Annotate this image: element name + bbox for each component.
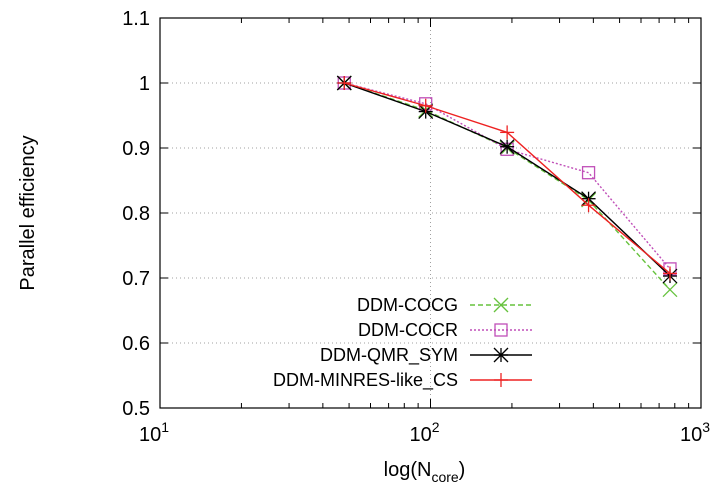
legend-label: DDM-COCG xyxy=(357,295,458,315)
data-point xyxy=(337,76,352,90)
legend-marker xyxy=(494,373,508,387)
data-point xyxy=(499,139,515,155)
y-tick-label: 0.8 xyxy=(122,203,150,225)
x-axis-title-close: ) xyxy=(459,459,466,481)
legend-label: DDM-COCR xyxy=(358,320,458,340)
series-ddm-qmr-sym xyxy=(336,75,678,284)
x-tick-label-exponent: 1 xyxy=(161,419,169,435)
y-tick-label: 0.9 xyxy=(122,138,150,160)
legend-marker xyxy=(494,323,508,337)
data-point xyxy=(581,166,596,180)
legend-label: DDM-QMR_SYM xyxy=(320,345,458,366)
y-tick-label: 0.5 xyxy=(122,398,150,420)
data-point xyxy=(418,98,433,113)
data-point xyxy=(581,198,596,213)
series-ddm-minres-like-cs xyxy=(337,76,677,281)
series-line xyxy=(344,82,671,291)
x-tick-label: 102 xyxy=(409,419,439,446)
grid xyxy=(160,18,701,408)
legend-marker xyxy=(493,347,509,363)
legend-label: DDM-MINRES-like_CS xyxy=(273,370,458,391)
series-line xyxy=(344,82,671,274)
x-axis-title-subscript: core xyxy=(431,469,458,485)
plot-frame xyxy=(159,17,702,409)
x-tick-label: 103 xyxy=(680,419,710,446)
x-tick-label-exponent: 3 xyxy=(702,419,710,435)
data-point xyxy=(500,125,515,140)
legend-entry: DDM-MINRES-like_CS xyxy=(273,370,532,391)
y-tick-label: 1.1 xyxy=(122,8,150,30)
y-tick-label: 0.7 xyxy=(122,268,150,290)
legend-entry: DDM-COCR xyxy=(358,320,532,340)
x-tick-label-exponent: 2 xyxy=(432,419,440,435)
legend-marker xyxy=(493,297,509,313)
legend: DDM-COCG DDM-COCR DDM-QMR_SYM DDM-MINRES-li… xyxy=(273,295,532,391)
y-tick-label: 1 xyxy=(139,73,150,95)
legend-entry: DDM-COCG xyxy=(357,295,532,315)
x-axis-title-main: log(N xyxy=(384,459,432,481)
series-ddm-cocr xyxy=(337,76,677,276)
series-lines xyxy=(336,75,678,298)
x-tick-label-base: 10 xyxy=(409,424,431,446)
data-point xyxy=(662,282,678,298)
series-line xyxy=(344,82,671,277)
legend-entry: DDM-QMR_SYM xyxy=(320,345,532,366)
x-tick-label: 101 xyxy=(139,419,169,446)
x-axis-title: log(Ncore) xyxy=(384,459,466,485)
x-tick-label-base: 10 xyxy=(139,424,161,446)
series-ddm-cocg xyxy=(336,75,678,298)
y-axis-title: Parallel efficiency xyxy=(17,135,39,290)
series-line xyxy=(344,82,671,270)
y-tick-label: 0.6 xyxy=(122,333,150,355)
x-tick-label-base: 10 xyxy=(680,424,702,446)
data-point xyxy=(662,266,677,281)
